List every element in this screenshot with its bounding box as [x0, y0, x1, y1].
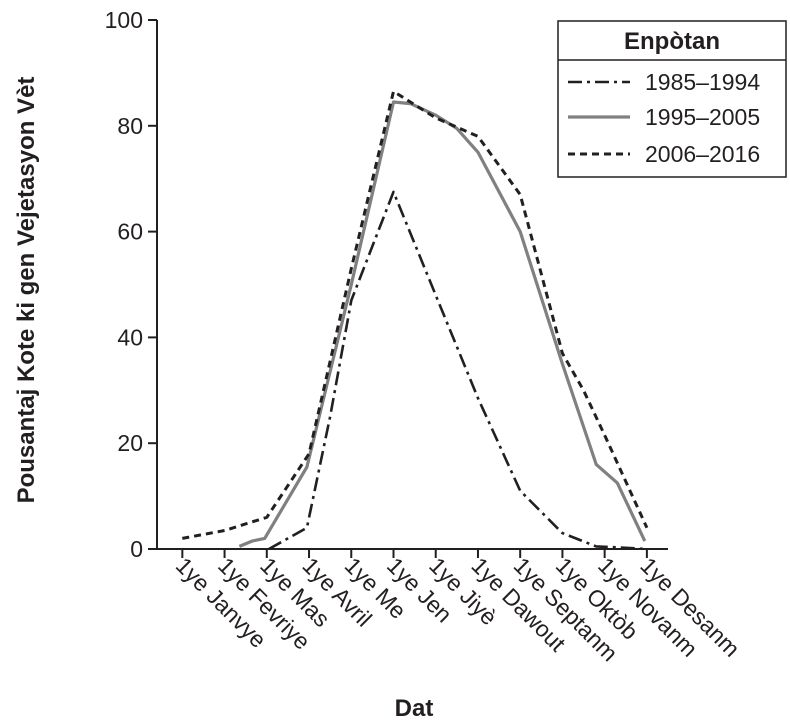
series-line-1	[269, 192, 647, 549]
y-tick-label: 100	[105, 7, 143, 33]
y-tick-label: 60	[117, 219, 143, 245]
legend-label-1: 1985–1994	[645, 69, 760, 95]
legend-label-2: 1995–2005	[645, 104, 760, 130]
y-tick-label: 80	[117, 113, 143, 139]
y-axis-title: Pousantaj Kote ki gen Vejetasyon Vèt	[13, 77, 40, 504]
y-tick-label: 0	[130, 536, 143, 562]
legend-label-3: 2006–2016	[645, 141, 760, 167]
y-tick-label: 20	[117, 430, 143, 456]
y-tick-label: 40	[117, 324, 143, 350]
legend: Enpòtan 1985–1994 1995–2005 2006–2016	[558, 21, 786, 177]
x-axis-title: Dat	[395, 695, 434, 722]
legend-title: Enpòtan	[624, 28, 720, 55]
